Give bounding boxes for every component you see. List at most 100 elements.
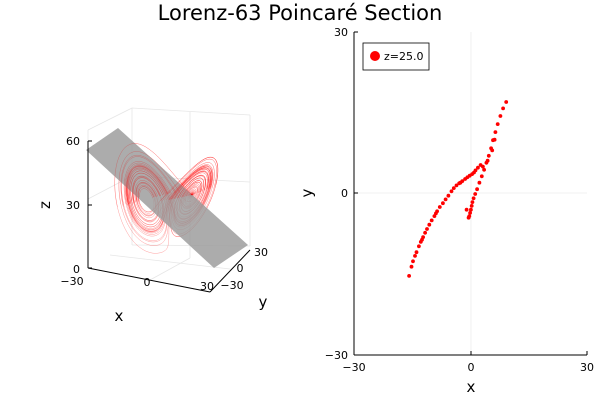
attractor-trajectory-front-71 — [135, 182, 157, 203]
panel-3d: 60 30 0 −30 0 30 −30 0 30 x y z — [36, 107, 268, 325]
scatter-point-1 — [409, 264, 414, 269]
attractor-trajectory-front-16 — [191, 193, 193, 196]
attractor-trajectory-front-21 — [189, 191, 195, 196]
grid-x0-floor — [149, 257, 191, 281]
attractor-front — [114, 143, 219, 208]
scatter-x-tick-label-neg30: −30 — [342, 361, 365, 374]
legend-marker — [370, 51, 380, 61]
attractor-trajectory-front-49 — [162, 158, 217, 201]
attractor-trajectory-front-68 — [129, 170, 165, 204]
x-tick-label-0: 0 — [144, 276, 151, 289]
attractor-trajectory-front-42 — [138, 186, 154, 202]
scatter-y-tick-label-neg30: −30 — [325, 349, 348, 362]
attractor-trajectory-front-13 — [191, 194, 193, 195]
figure-title: Lorenz-63 Poincaré Section — [158, 1, 443, 25]
attractor-trajectory-front-69 — [160, 157, 218, 201]
attractor-trajectory-front-12 — [191, 194, 193, 195]
z-tick-label-30: 30 — [66, 199, 80, 212]
scatter-point-3 — [413, 254, 417, 258]
attractor-trajectory-front-23 — [187, 188, 197, 196]
attractor-trajectory-front-32 — [181, 180, 203, 198]
attractor-trajectory-front-43 — [135, 182, 157, 202]
attractor-trajectory-front-62 — [171, 167, 211, 200]
attractor-trajectory-front-45 — [126, 165, 168, 205]
scatter-point-16 — [443, 197, 448, 202]
attractor-trajectory-front-61 — [126, 166, 168, 205]
attractor-trajectory-front-4 — [120, 155, 177, 207]
scatter-x-tick-label-0: 0 — [468, 361, 475, 374]
scatter-point-17 — [446, 193, 451, 198]
scatter-point-36 — [479, 174, 484, 179]
attractor-trajectory-front-54 — [130, 173, 163, 204]
attractor-trajectory-front-73 — [125, 164, 169, 206]
section-plane — [86, 128, 248, 268]
y-tick-label-neg30: −30 — [220, 279, 243, 292]
scatter-point-54 — [485, 158, 490, 163]
attractor-trajectory-front-8 — [114, 143, 192, 208]
attractor-trajectory-front-19 — [190, 192, 194, 196]
scatter-y-axis-label: y — [298, 188, 316, 197]
attractor-trajectory-front-0 — [139, 188, 153, 199]
x-tick-label-30: 30 — [200, 280, 214, 293]
attractor-trajectory-front-59 — [126, 166, 168, 204]
attractor-trajectory-front-28 — [174, 171, 209, 199]
scatter-point-9 — [425, 227, 429, 231]
y-axis-label-3d: y — [259, 293, 268, 311]
attractor-trajectory-front-6 — [179, 177, 204, 198]
scatter-point-31 — [470, 200, 475, 205]
scatter-point-43 — [495, 122, 500, 126]
panel-scatter: 30 0 −30 −30 0 30 x y z=25.0 — [298, 26, 594, 396]
axes-3d — [87, 140, 251, 293]
scatter-point-11 — [429, 218, 434, 223]
attractor-trajectory-front-25 — [184, 184, 199, 197]
attractor-trajectory-front-20 — [189, 191, 195, 196]
scatter-point-15 — [441, 201, 445, 206]
attractor-trajectory-front-1 — [137, 185, 155, 202]
attractor-trajectory-front-72 — [132, 175, 161, 204]
attractor-trajectory-front-5 — [182, 182, 201, 198]
attractor-trajectory-front-50 — [136, 183, 157, 203]
scatter-point-8 — [423, 230, 427, 235]
attractor-trajectory-front-52 — [127, 168, 167, 204]
scatter-point-49 — [476, 165, 480, 170]
attractor-trajectory-front-7 — [174, 171, 209, 199]
legend-label: z=25.0 — [384, 50, 423, 63]
attractor-trajectory-front-46 — [171, 168, 211, 200]
attractor-trajectory-front-74 — [173, 170, 209, 199]
x-tick-label-neg30: −30 — [60, 275, 83, 288]
scatter-point-56 — [492, 137, 497, 142]
scatter-point-2 — [411, 259, 415, 264]
scatter-point-10 — [427, 222, 432, 227]
scatter-point-34 — [475, 187, 479, 192]
attractor-trajectory-front-67 — [169, 165, 213, 200]
attractor-trajectory-front-51 — [133, 177, 160, 203]
attractor-trajectory-front-47 — [124, 162, 170, 206]
attractor-trajectory-front-58 — [170, 167, 212, 200]
scatter-point-48 — [478, 163, 483, 167]
scatter-x-axis-label: x — [467, 378, 476, 396]
scatter-point-58 — [434, 211, 438, 216]
attractor-trajectory-front-31 — [183, 183, 200, 197]
attractor-trajectory-front-22 — [188, 190, 196, 196]
attractor-trajectory-front-44 — [132, 176, 161, 204]
attractor-trajectory-front-3 — [130, 172, 163, 204]
scatter-point-28 — [468, 211, 472, 215]
scatter-point-5 — [417, 244, 421, 249]
scatter-point-39 — [486, 153, 491, 158]
scatter-point-37 — [482, 167, 486, 172]
scatter-y-tick-label-0: 0 — [341, 187, 348, 200]
attractor-trajectory-front-48 — [175, 172, 208, 199]
z-tick-label-0: 0 — [73, 263, 80, 276]
scatter-point-30 — [469, 204, 474, 208]
attractor-trajectory-front-65 — [123, 161, 172, 204]
x-axis-line — [87, 267, 211, 293]
scatter-point-57 — [458, 180, 463, 185]
scatter-point-46 — [504, 100, 509, 104]
z-axis-label-3d: z — [36, 201, 54, 209]
attractor-trajectory-front-53 — [168, 164, 214, 200]
scatter-x-tick-label-30: 30 — [580, 361, 594, 374]
attractor-trajectory-front-27 — [179, 177, 204, 198]
scatter-point-4 — [414, 250, 419, 255]
attractor-trajectory-front-17 — [190, 193, 193, 196]
